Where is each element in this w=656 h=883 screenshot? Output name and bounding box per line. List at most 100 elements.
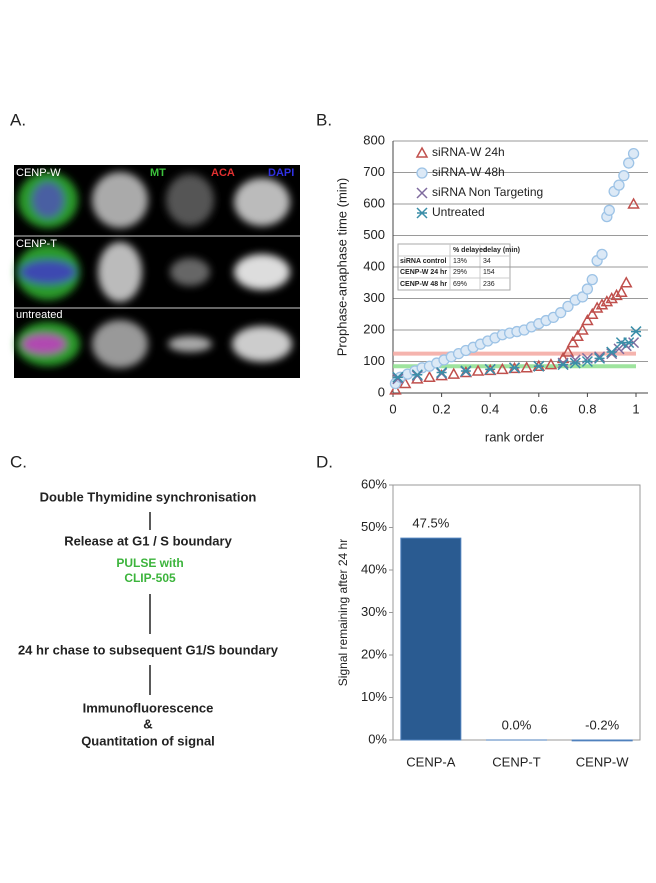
data-point — [460, 365, 472, 377]
data-point — [557, 357, 569, 369]
data-point — [581, 355, 593, 368]
step: Release at G1 / S boundary — [64, 533, 232, 548]
cell — [234, 254, 290, 290]
data-point — [392, 373, 404, 385]
y-tick-label: 0 — [378, 384, 385, 399]
data-point — [590, 301, 604, 313]
cell — [168, 336, 212, 352]
table-header: delay (min) — [483, 247, 520, 254]
channel-label: MT — [150, 167, 166, 179]
y-tick-label: 200 — [363, 321, 385, 336]
cell — [166, 174, 214, 226]
data-point — [605, 291, 618, 304]
data-point — [471, 364, 485, 376]
panel-label: B. — [316, 110, 332, 129]
data-point — [623, 157, 635, 169]
table-cell: 29% — [453, 269, 467, 276]
table-cell: 69% — [453, 281, 467, 288]
data-point — [615, 285, 628, 297]
data-point — [562, 300, 574, 313]
data-point — [595, 298, 609, 310]
data-point — [603, 204, 615, 216]
data-point — [606, 348, 618, 360]
data-point — [447, 367, 461, 379]
cell — [92, 320, 148, 368]
pulse-label: PULSE with — [116, 556, 183, 570]
value-label: 47.5% — [412, 516, 449, 531]
data-point — [576, 323, 589, 335]
y-tick-label: 700 — [363, 164, 385, 179]
step: Quantitation of signal — [81, 733, 215, 748]
y-tick-label: 60% — [361, 476, 387, 491]
data-point — [555, 307, 567, 319]
micrographs: CENP-W CENP-T untreated MT ACA DAPI — [14, 165, 300, 378]
legend-marker — [416, 167, 428, 179]
data-point — [594, 351, 606, 363]
legend-label: siRNA-W 24h — [432, 145, 505, 159]
table-cell: CENP-W 24 hr — [400, 269, 447, 276]
row-label: untreated — [16, 309, 62, 321]
x-tick-label: 0.4 — [481, 401, 499, 416]
legend-marker — [415, 146, 429, 158]
x-tick-label: 0.8 — [578, 401, 596, 416]
legend-label: siRNA-W 48h — [432, 165, 505, 179]
x-tick-label: CENP-T — [492, 754, 540, 769]
data-point — [411, 369, 423, 381]
data-point — [627, 147, 640, 160]
step: & — [143, 716, 152, 731]
data-point — [581, 314, 594, 326]
y-tick-label: 300 — [363, 290, 385, 305]
data-point — [596, 248, 608, 261]
step: 24 hr chase to subsequent G1/S boundary — [18, 642, 279, 657]
data-point — [571, 329, 584, 342]
data-point — [613, 179, 625, 191]
panel-label: D. — [316, 452, 333, 471]
data-point — [610, 288, 623, 301]
y-axis-label: Signal remaining after 24 hr — [336, 539, 350, 686]
y-tick-label: 20% — [361, 646, 387, 661]
value-label: 0.0% — [502, 717, 532, 732]
y-tick-label: 800 — [363, 132, 385, 147]
y-tick-label: 30% — [361, 604, 387, 619]
bar — [400, 537, 462, 741]
cell-images — [16, 172, 292, 368]
data-point — [569, 357, 581, 369]
legend-marker — [416, 187, 428, 199]
data-point — [561, 345, 575, 357]
channel-label: ACA — [211, 167, 235, 179]
x-tick-label: CENP-A — [406, 754, 455, 769]
cell — [170, 258, 210, 286]
data-point — [520, 361, 533, 373]
data-point — [557, 359, 569, 371]
cell — [22, 334, 66, 354]
step: Immunofluorescence — [83, 700, 214, 715]
y-tick-label: 0% — [368, 731, 387, 746]
pulse-label: CLIP-505 — [124, 571, 176, 585]
bar — [571, 739, 633, 742]
y-axis-label: Prophase-anaphase time (min) — [334, 178, 349, 356]
cell — [20, 260, 76, 284]
x-axis-label: rank order — [485, 429, 545, 444]
cell — [232, 326, 292, 362]
y-tick-label: 400 — [363, 258, 385, 273]
data-point — [627, 197, 640, 209]
protocol-flow: Double Thymidine synchronisation Release… — [18, 489, 279, 748]
cell — [32, 182, 64, 218]
table-header: % delayed — [453, 247, 487, 254]
value-label: -0.2% — [585, 717, 619, 732]
data-point — [581, 283, 594, 295]
data-point — [484, 363, 496, 375]
panel-label: A. — [10, 110, 26, 129]
data-point — [392, 371, 404, 383]
legend-marker — [416, 207, 428, 219]
cell — [92, 172, 148, 228]
y-tick-label: 500 — [363, 227, 385, 242]
step: Double Thymidine synchronisation — [40, 489, 257, 504]
data-point — [606, 346, 618, 358]
data-point — [586, 273, 598, 286]
cell — [98, 242, 142, 302]
data-point — [544, 358, 558, 370]
x-tick-label: 0 — [389, 401, 396, 416]
x-tick-label: 0.6 — [530, 401, 548, 416]
